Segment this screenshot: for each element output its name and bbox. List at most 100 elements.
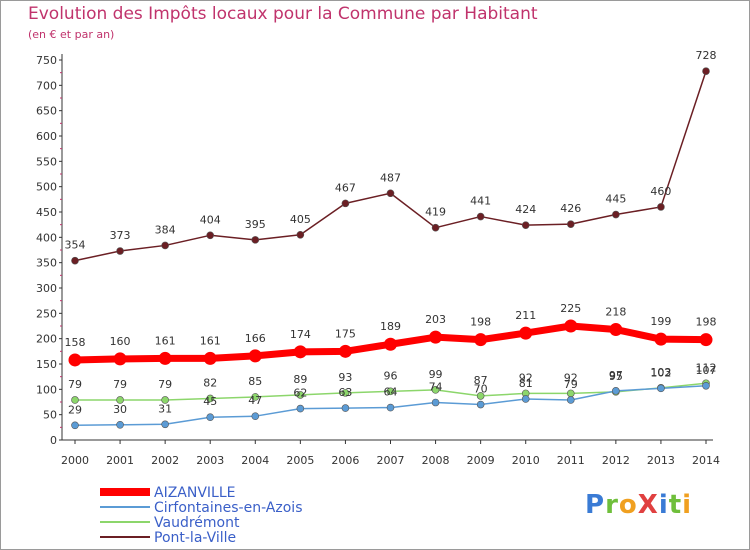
- data-point: [296, 231, 305, 239]
- data-label: 189: [380, 320, 401, 333]
- data-point: [702, 67, 710, 75]
- data-point: [431, 386, 440, 394]
- data-label: 92: [519, 371, 533, 384]
- x-tick-label: 2010: [512, 454, 540, 467]
- data-label: 47: [248, 394, 262, 407]
- legend-label: Vaudrémont: [154, 515, 240, 531]
- data-point: [203, 351, 217, 365]
- data-point: [293, 345, 307, 359]
- chart-title: Evolution des Impôts locaux pour la Comm…: [28, 4, 538, 24]
- data-label: 97: [609, 369, 623, 382]
- data-point: [609, 323, 623, 337]
- data-point: [161, 396, 169, 404]
- data-point: [521, 395, 530, 403]
- data-label: 225: [560, 302, 581, 315]
- data-point: [431, 223, 440, 232]
- proxiti-logo: ProXiti: [585, 490, 693, 520]
- y-tick-label: 600: [36, 130, 57, 143]
- y-tick-label: 400: [36, 231, 57, 244]
- data-label: 354: [65, 239, 86, 252]
- legend-label: Cirfontaines-en-Azois: [154, 500, 302, 516]
- data-point: [341, 404, 350, 412]
- data-point: [161, 241, 169, 250]
- data-point: [296, 404, 305, 413]
- data-label: 373: [110, 229, 131, 242]
- data-label: 174: [290, 328, 311, 341]
- x-tick-label: 2006: [331, 454, 359, 467]
- x-tick-label: 2001: [106, 454, 134, 467]
- data-label: 166: [245, 332, 266, 345]
- data-label: 211: [515, 309, 536, 322]
- data-label: 89: [293, 373, 307, 386]
- y-tick-label: 750: [36, 54, 57, 67]
- data-label: 161: [155, 334, 176, 347]
- data-label: 74: [429, 381, 443, 394]
- data-label: 460: [650, 185, 671, 198]
- data-point: [68, 353, 82, 367]
- y-tick-label: 100: [36, 383, 57, 396]
- x-tick-label: 2002: [151, 454, 179, 467]
- data-label: 426: [560, 202, 581, 215]
- data-point: [474, 333, 488, 347]
- x-tick-label: 2008: [422, 454, 450, 467]
- data-label: 198: [696, 316, 717, 329]
- data-label: 728: [696, 49, 717, 62]
- y-tick-label: 700: [36, 79, 57, 92]
- x-tick-label: 2004: [241, 454, 269, 467]
- y-tick-label: 350: [36, 257, 57, 270]
- x-tick-label: 2000: [61, 454, 89, 467]
- data-label: 85: [248, 375, 262, 388]
- y-tick-label: 250: [36, 307, 57, 320]
- data-point: [116, 396, 124, 404]
- y-tick-label: 550: [36, 155, 57, 168]
- y-tick-label: 150: [36, 358, 57, 371]
- x-tick-label: 2013: [647, 454, 675, 467]
- data-point: [116, 247, 124, 255]
- data-point: [386, 189, 395, 198]
- data-label: 395: [245, 218, 266, 231]
- data-point: [476, 392, 485, 400]
- data-point: [338, 344, 352, 358]
- data-point: [158, 351, 172, 365]
- data-point: [702, 381, 710, 390]
- data-label: 92: [564, 371, 578, 384]
- data-label: 45: [203, 395, 217, 408]
- data-label: 404: [200, 213, 221, 226]
- y-tick-label: 50: [43, 409, 57, 422]
- y-tick-label: 650: [36, 105, 57, 118]
- y-tick-label: 200: [36, 333, 57, 346]
- data-point: [341, 199, 350, 208]
- data-label: 79: [113, 378, 127, 391]
- data-point: [519, 326, 533, 340]
- data-label: 79: [564, 378, 578, 391]
- data-label: 63: [338, 386, 352, 399]
- data-point: [386, 387, 395, 396]
- data-label: 441: [470, 195, 491, 208]
- data-point: [657, 384, 665, 393]
- data-point: [612, 387, 620, 395]
- data-label: 99: [429, 368, 443, 381]
- data-point: [206, 231, 215, 240]
- data-label: 158: [65, 336, 86, 349]
- y-tick-label: 500: [36, 181, 57, 194]
- data-point: [113, 352, 127, 366]
- data-label: 81: [519, 377, 533, 390]
- data-label: 112: [696, 361, 717, 374]
- data-label: 87: [474, 374, 488, 387]
- data-label: 384: [155, 223, 176, 236]
- data-label: 175: [335, 327, 356, 340]
- data-point: [386, 403, 395, 412]
- data-point: [564, 319, 578, 333]
- data-point: [116, 420, 124, 429]
- data-label: 487: [380, 171, 401, 184]
- data-point: [431, 398, 440, 407]
- data-label: 62: [293, 387, 307, 400]
- data-point: [248, 349, 262, 363]
- data-label: 203: [425, 313, 446, 326]
- data-point: [251, 236, 260, 244]
- data-label: 64: [384, 386, 398, 399]
- data-label: 93: [338, 371, 352, 384]
- data-label: 218: [605, 306, 626, 319]
